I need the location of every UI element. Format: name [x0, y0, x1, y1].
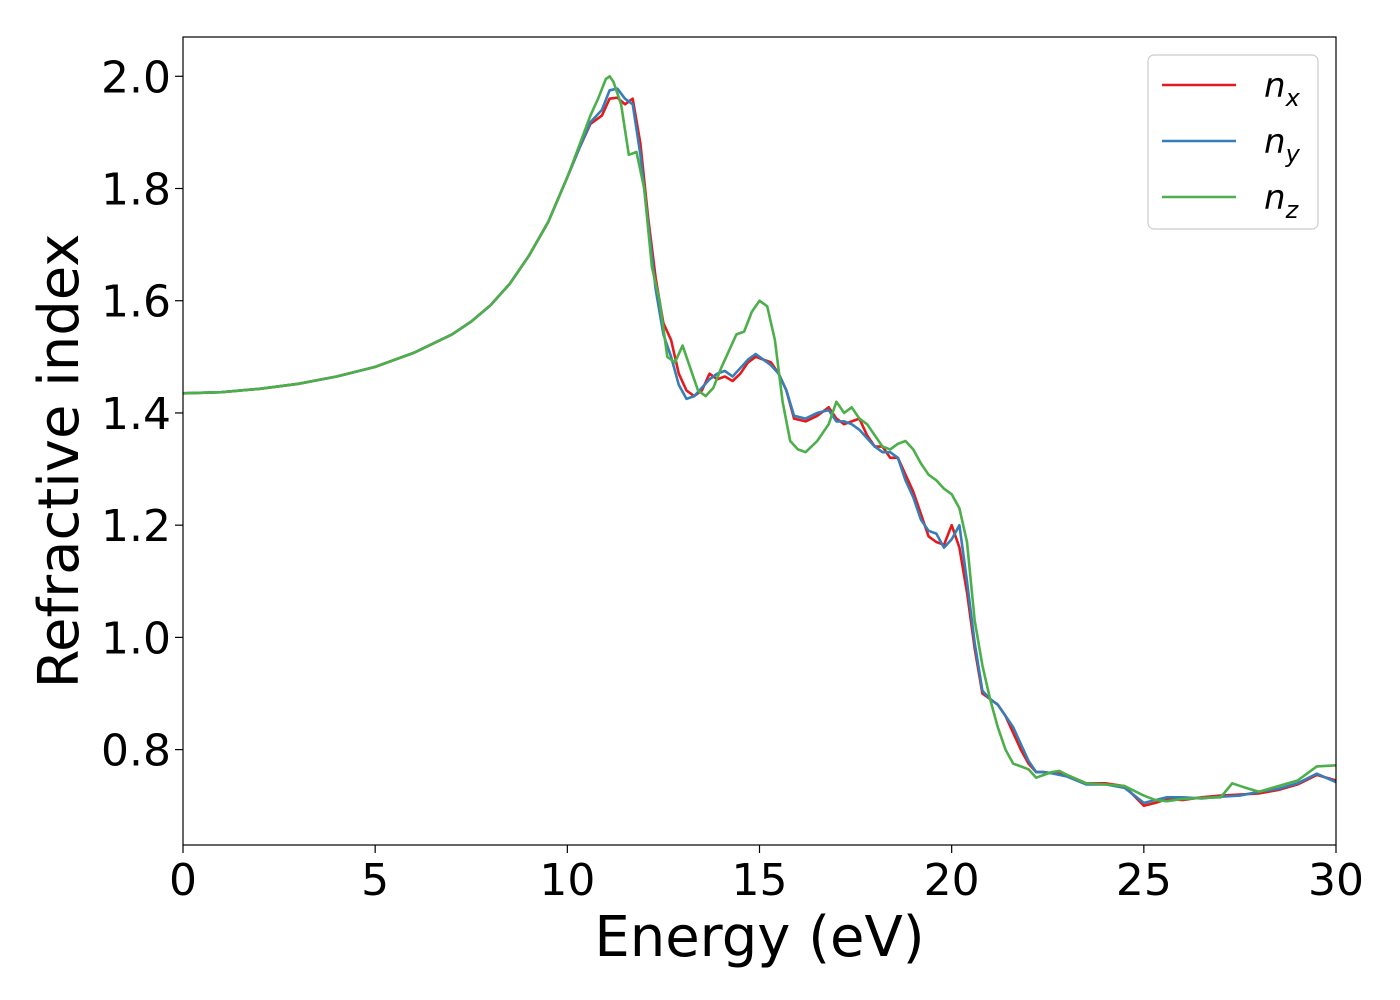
- legend-label-nz: nz: [1264, 178, 1300, 224]
- x-tick-label: 20: [924, 855, 980, 906]
- y-tick-label: 1.4: [101, 389, 171, 440]
- y-tick-label: 1.2: [101, 501, 171, 552]
- series-line-ny: [183, 87, 1336, 805]
- x-tick-label: 0: [169, 855, 197, 906]
- y-axis: 0.8 1.0 1.2 1.4 1.6 1.8 2.0: [101, 52, 183, 777]
- y-tick-label: 1.8: [101, 165, 171, 216]
- y-tick-label: 1.6: [101, 277, 171, 328]
- x-tick-label: 25: [1116, 855, 1172, 906]
- y-tick-label: 1.0: [101, 613, 171, 664]
- x-axis: 0 5 10 15 20 25 30: [169, 845, 1364, 906]
- x-tick-label: 10: [539, 855, 595, 906]
- x-tick-label: 15: [732, 855, 788, 906]
- legend: nx ny nz: [1147, 54, 1319, 230]
- x-tick-label: 30: [1308, 855, 1364, 906]
- legend-label-ny: ny: [1264, 122, 1301, 168]
- series-line-nz: [183, 75, 1336, 803]
- legend-label-nx: nx: [1264, 66, 1301, 112]
- series-lines: [183, 75, 1336, 808]
- x-tick-label: 5: [361, 855, 389, 906]
- y-tick-label: 2.0: [101, 52, 171, 103]
- y-tick-label: 0.8: [101, 726, 171, 777]
- y-axis-title: Refractive index: [27, 234, 92, 689]
- x-axis-title: Energy (eV): [594, 905, 924, 970]
